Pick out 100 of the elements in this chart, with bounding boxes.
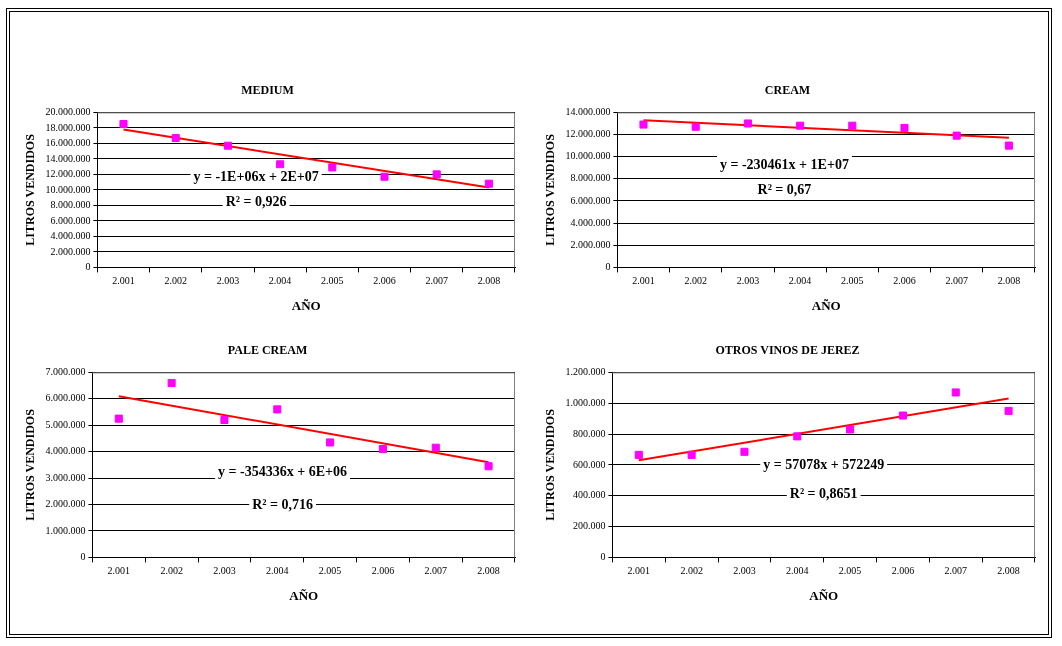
- x-tick-label: 2.003: [213, 565, 236, 577]
- point: [432, 170, 441, 179]
- x-tick-label: 2.004: [786, 565, 809, 577]
- x-tick-label: 2.004: [788, 275, 812, 287]
- x-axis-title: AÑO: [289, 587, 319, 603]
- x-tick-label: 2.003: [733, 565, 756, 577]
- y-tick-label: 12.000.000: [45, 168, 91, 180]
- x-tick-label: 2.001: [627, 565, 651, 577]
- chart-title: CREAM: [764, 83, 811, 98]
- point: [687, 450, 696, 459]
- y-tick-label: 0: [85, 261, 91, 273]
- point: [378, 445, 387, 454]
- y-tick-label: 2.000.000: [50, 245, 91, 257]
- point: [167, 378, 176, 388]
- annotation: y = -230461x + 1E+07: [719, 156, 849, 172]
- x-tick-label: 2.008: [997, 275, 1021, 287]
- y-axis-title: LITROS VENDIDOS: [543, 408, 558, 521]
- y-tick-label: 7.000.000: [45, 366, 86, 378]
- y-tick-label: 0: [600, 551, 606, 563]
- y-tick-label: 8.000.000: [50, 199, 91, 211]
- x-tick-label: 2.007: [945, 275, 968, 287]
- x-tick-label: 2.007: [424, 565, 448, 577]
- y-tick-label: 20.000.000: [45, 106, 91, 118]
- y-tick-label: 2.000.000: [570, 238, 611, 250]
- x-tick-label: 2.008: [997, 565, 1020, 577]
- y-tick-label: 14.000.000: [565, 106, 611, 118]
- y-tick-label: 1.000.000: [565, 396, 606, 408]
- point: [898, 411, 907, 420]
- y-tick-label: 3.000.000: [45, 471, 86, 483]
- y-tick-label: 10.000.000: [565, 150, 611, 162]
- y-tick-label: 12.000.000: [565, 128, 611, 140]
- point: [848, 121, 857, 130]
- annotation: y = 57078x + 572249: [763, 456, 885, 472]
- annotation: R² = 0,8651: [789, 486, 858, 502]
- point: [114, 414, 123, 423]
- point: [328, 163, 337, 172]
- y-tick-label: 6.000.000: [50, 214, 91, 226]
- y-tick-label: 4.000.000: [45, 445, 86, 457]
- y-tick-label: 2.000.000: [45, 498, 86, 510]
- y-tick-label: 6.000.000: [570, 194, 611, 206]
- x-tick-label: 2.006: [891, 565, 915, 577]
- point: [951, 388, 960, 397]
- point: [740, 447, 749, 456]
- x-tick-label: 2.007: [944, 565, 968, 577]
- x-tick-label: 2.008: [477, 275, 501, 287]
- annotation: R² = 0,67: [757, 181, 812, 197]
- point: [273, 405, 282, 414]
- point: [484, 179, 493, 188]
- chart-title: MEDIUM: [241, 83, 294, 98]
- point: [639, 120, 648, 129]
- point: [952, 131, 961, 140]
- y-tick-label: 600.000: [572, 458, 606, 470]
- y-tick-label: 800.000: [572, 427, 606, 439]
- y-tick-label: 200.000: [572, 520, 606, 532]
- x-tick-label: 2.001: [107, 565, 131, 577]
- y-tick-label: 18.000.000: [45, 121, 91, 133]
- y-tick-label: 5.000.000: [45, 418, 86, 430]
- x-tick-label: 2.005: [841, 275, 864, 287]
- x-tick-label: 2.006: [893, 275, 916, 287]
- point: [223, 141, 232, 150]
- x-tick-label: 2.005: [318, 565, 342, 577]
- x-tick-label: 2.008: [477, 565, 500, 577]
- x-tick-label: 2.003: [736, 275, 760, 287]
- y-tick-label: 16.000.000: [45, 137, 91, 149]
- annotation: R² = 0,926: [225, 193, 287, 209]
- point: [793, 432, 802, 441]
- point: [171, 133, 180, 143]
- point: [900, 123, 909, 132]
- point: [119, 119, 128, 129]
- y-axis-title: LITROS VENDIDOS: [23, 408, 38, 521]
- chart-title: OTROS VINOS DE JEREZ: [715, 343, 860, 358]
- x-axis-title: AÑO: [291, 297, 321, 313]
- point: [380, 172, 389, 181]
- y-tick-label: 10.000.000: [45, 183, 91, 195]
- x-tick-label: 2.006: [373, 275, 396, 287]
- y-axis-title: LITROS VENDIDOS: [543, 133, 558, 246]
- x-tick-label: 2.005: [321, 275, 344, 287]
- x-tick-label: 2.002: [684, 275, 707, 287]
- point: [326, 438, 335, 447]
- x-tick-label: 2.004: [268, 275, 292, 287]
- x-axis-title: AÑO: [809, 587, 839, 603]
- annotation: R² = 0,716: [252, 497, 313, 513]
- y-tick-label: 6.000.000: [45, 392, 86, 404]
- point: [846, 425, 855, 434]
- x-tick-label: 2.002: [160, 565, 183, 577]
- y-tick-label: 4.000.000: [50, 230, 91, 242]
- y-tick-label: 8.000.000: [570, 172, 611, 184]
- x-tick-label: 2.001: [632, 275, 655, 287]
- y-tick-label: 0: [80, 551, 86, 563]
- x-tick-label: 2.003: [216, 275, 240, 287]
- point: [484, 462, 493, 471]
- y-axis-title: LITROS VENDIDOS: [23, 133, 38, 246]
- point: [276, 160, 285, 169]
- point: [431, 443, 440, 452]
- point: [691, 122, 700, 131]
- y-tick-label: 0: [605, 261, 611, 273]
- x-axis-title: AÑO: [811, 297, 841, 313]
- point: [220, 415, 229, 425]
- x-tick-label: 2.002: [164, 275, 187, 287]
- x-tick-label: 2.005: [838, 565, 862, 577]
